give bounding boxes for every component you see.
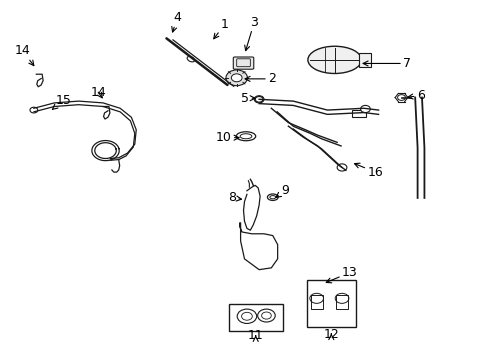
Text: 10: 10 [216,131,239,144]
Circle shape [225,70,247,86]
Bar [335,295,347,309]
Text: 9: 9 [275,184,288,197]
Text: 3: 3 [244,16,258,51]
FancyBboxPatch shape [233,57,253,69]
Circle shape [360,105,369,113]
Text: 14: 14 [15,44,34,66]
Text: 13: 13 [325,266,357,283]
Bar [306,280,355,327]
Text: 7: 7 [363,57,410,70]
Bar [228,304,282,330]
Circle shape [254,96,264,103]
Bar [351,110,366,117]
Circle shape [231,74,242,82]
Text: 1: 1 [213,18,228,39]
Ellipse shape [307,46,361,73]
Text: 16: 16 [354,163,382,179]
Text: 15: 15 [52,94,71,109]
Circle shape [336,164,346,171]
Text: 2: 2 [244,72,275,85]
Text: 14: 14 [90,86,106,99]
Text: 6: 6 [407,89,424,102]
Text: 5: 5 [241,92,255,105]
Text: 12: 12 [323,328,339,341]
Text: 11: 11 [247,329,263,342]
Bar [358,53,370,67]
Bar [310,295,322,309]
Text: 4: 4 [171,12,181,32]
Text: 8: 8 [228,192,241,204]
